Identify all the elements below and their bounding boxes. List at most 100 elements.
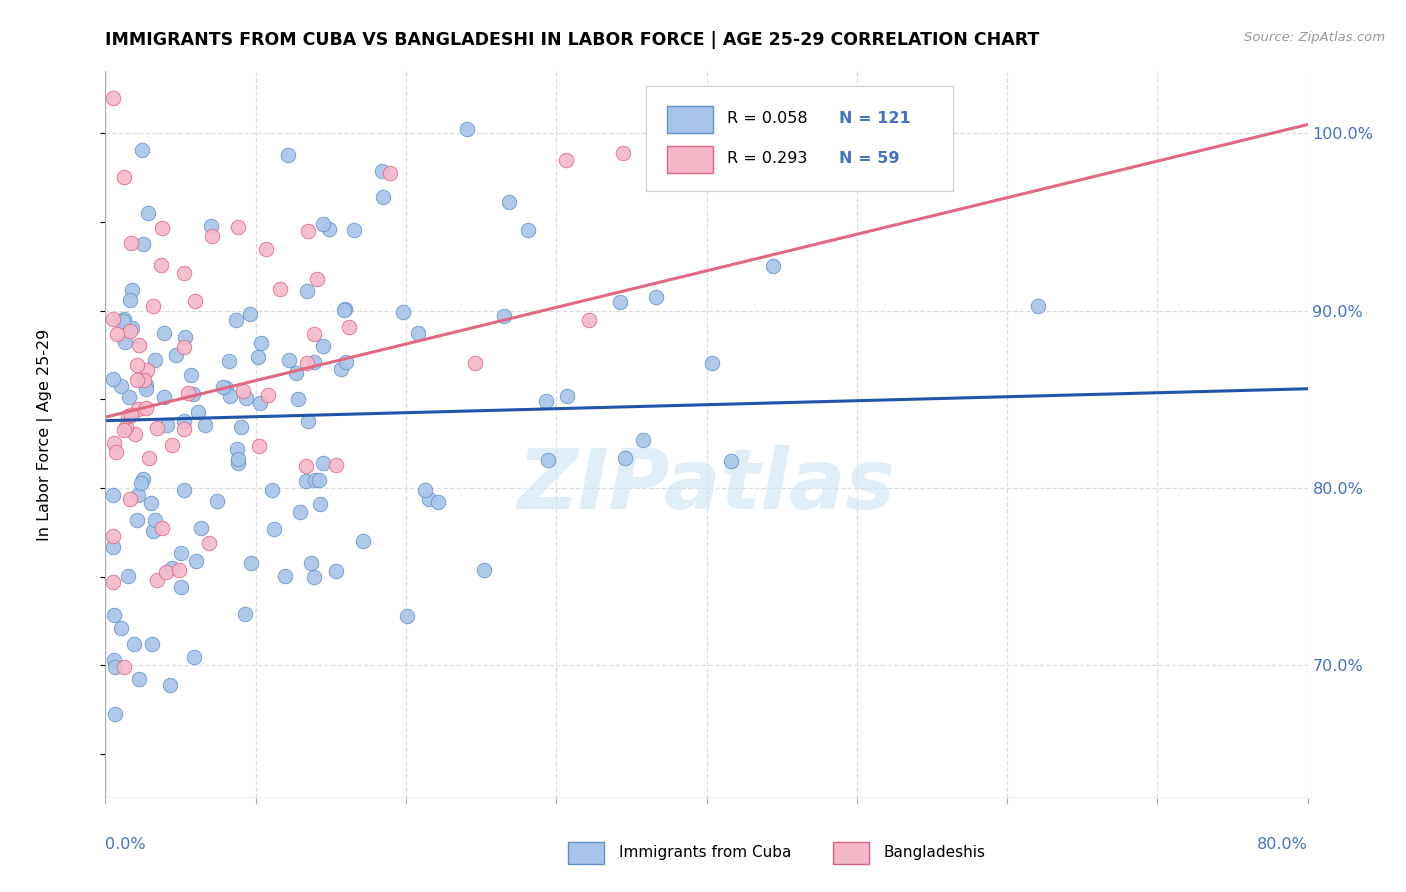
- Point: [150, 521, 173, 535]
- Point: [150, 221, 173, 235]
- FancyBboxPatch shape: [666, 145, 713, 173]
- Point: [277, 148, 299, 162]
- Point: [114, 334, 136, 349]
- Point: [104, 660, 127, 674]
- Point: [464, 356, 486, 370]
- Point: [418, 492, 440, 507]
- Point: [187, 405, 209, 419]
- Point: [239, 306, 262, 320]
- Point: [114, 423, 136, 437]
- Point: [129, 475, 152, 490]
- Point: [120, 293, 142, 307]
- Point: [392, 305, 415, 319]
- Point: [295, 284, 318, 298]
- Point: [343, 222, 366, 236]
- Point: [104, 445, 127, 459]
- Point: [115, 420, 138, 434]
- Text: 0.0%: 0.0%: [105, 838, 146, 853]
- Point: [294, 459, 316, 474]
- Point: [294, 474, 316, 488]
- Point: [112, 312, 135, 326]
- Point: [297, 224, 319, 238]
- Point: [103, 653, 125, 667]
- Point: [534, 394, 557, 409]
- Point: [614, 450, 637, 465]
- Point: [105, 327, 128, 342]
- Point: [225, 313, 247, 327]
- Point: [205, 494, 228, 508]
- Point: [302, 570, 325, 584]
- Point: [232, 384, 254, 398]
- Point: [146, 573, 169, 587]
- Point: [612, 145, 634, 160]
- Point: [536, 453, 558, 467]
- Point: [231, 420, 253, 434]
- Point: [645, 290, 668, 304]
- Point: [200, 219, 222, 233]
- Point: [149, 258, 172, 272]
- Text: ZIPatlas: ZIPatlas: [517, 445, 896, 526]
- Point: [498, 194, 520, 209]
- Point: [117, 409, 139, 424]
- Point: [120, 236, 142, 251]
- Point: [135, 382, 157, 396]
- Point: [177, 386, 200, 401]
- Point: [263, 522, 285, 536]
- Point: [127, 373, 149, 387]
- Point: [110, 379, 132, 393]
- Point: [297, 414, 319, 428]
- Point: [318, 222, 340, 236]
- Point: [101, 575, 124, 590]
- Point: [249, 396, 271, 410]
- Point: [720, 453, 742, 467]
- Point: [287, 392, 309, 406]
- Point: [308, 497, 330, 511]
- Point: [408, 326, 430, 340]
- Point: [167, 563, 190, 577]
- Point: [555, 153, 578, 168]
- Point: [112, 169, 135, 184]
- Point: [121, 321, 143, 335]
- Point: [120, 324, 142, 338]
- Point: [250, 335, 273, 350]
- Point: [181, 387, 204, 401]
- Point: [142, 300, 165, 314]
- Text: Source: ZipAtlas.com: Source: ZipAtlas.com: [1244, 31, 1385, 45]
- Point: [380, 166, 402, 180]
- Point: [219, 389, 242, 403]
- Text: N = 59: N = 59: [839, 151, 900, 166]
- Point: [233, 607, 256, 621]
- Point: [162, 438, 184, 452]
- Point: [226, 219, 249, 234]
- Point: [702, 356, 724, 370]
- Point: [325, 564, 347, 578]
- Point: [228, 452, 250, 467]
- Point: [170, 546, 193, 560]
- Point: [110, 621, 132, 635]
- Point: [127, 488, 149, 502]
- Point: [494, 310, 516, 324]
- Point: [333, 303, 356, 318]
- Point: [312, 218, 335, 232]
- Point: [117, 390, 139, 404]
- Point: [101, 540, 124, 554]
- Point: [304, 473, 326, 487]
- FancyBboxPatch shape: [666, 105, 713, 133]
- Point: [371, 164, 394, 178]
- Point: [215, 381, 238, 395]
- Point: [269, 282, 291, 296]
- Point: [184, 293, 207, 308]
- Point: [143, 513, 166, 527]
- Point: [256, 388, 278, 402]
- Point: [103, 436, 125, 450]
- Point: [146, 421, 169, 435]
- Point: [312, 456, 335, 470]
- Point: [456, 122, 478, 136]
- Point: [132, 472, 155, 486]
- Point: [201, 229, 224, 244]
- Point: [304, 327, 326, 342]
- Point: [555, 389, 578, 403]
- Point: [173, 266, 195, 280]
- Point: [329, 361, 352, 376]
- Point: [198, 536, 221, 550]
